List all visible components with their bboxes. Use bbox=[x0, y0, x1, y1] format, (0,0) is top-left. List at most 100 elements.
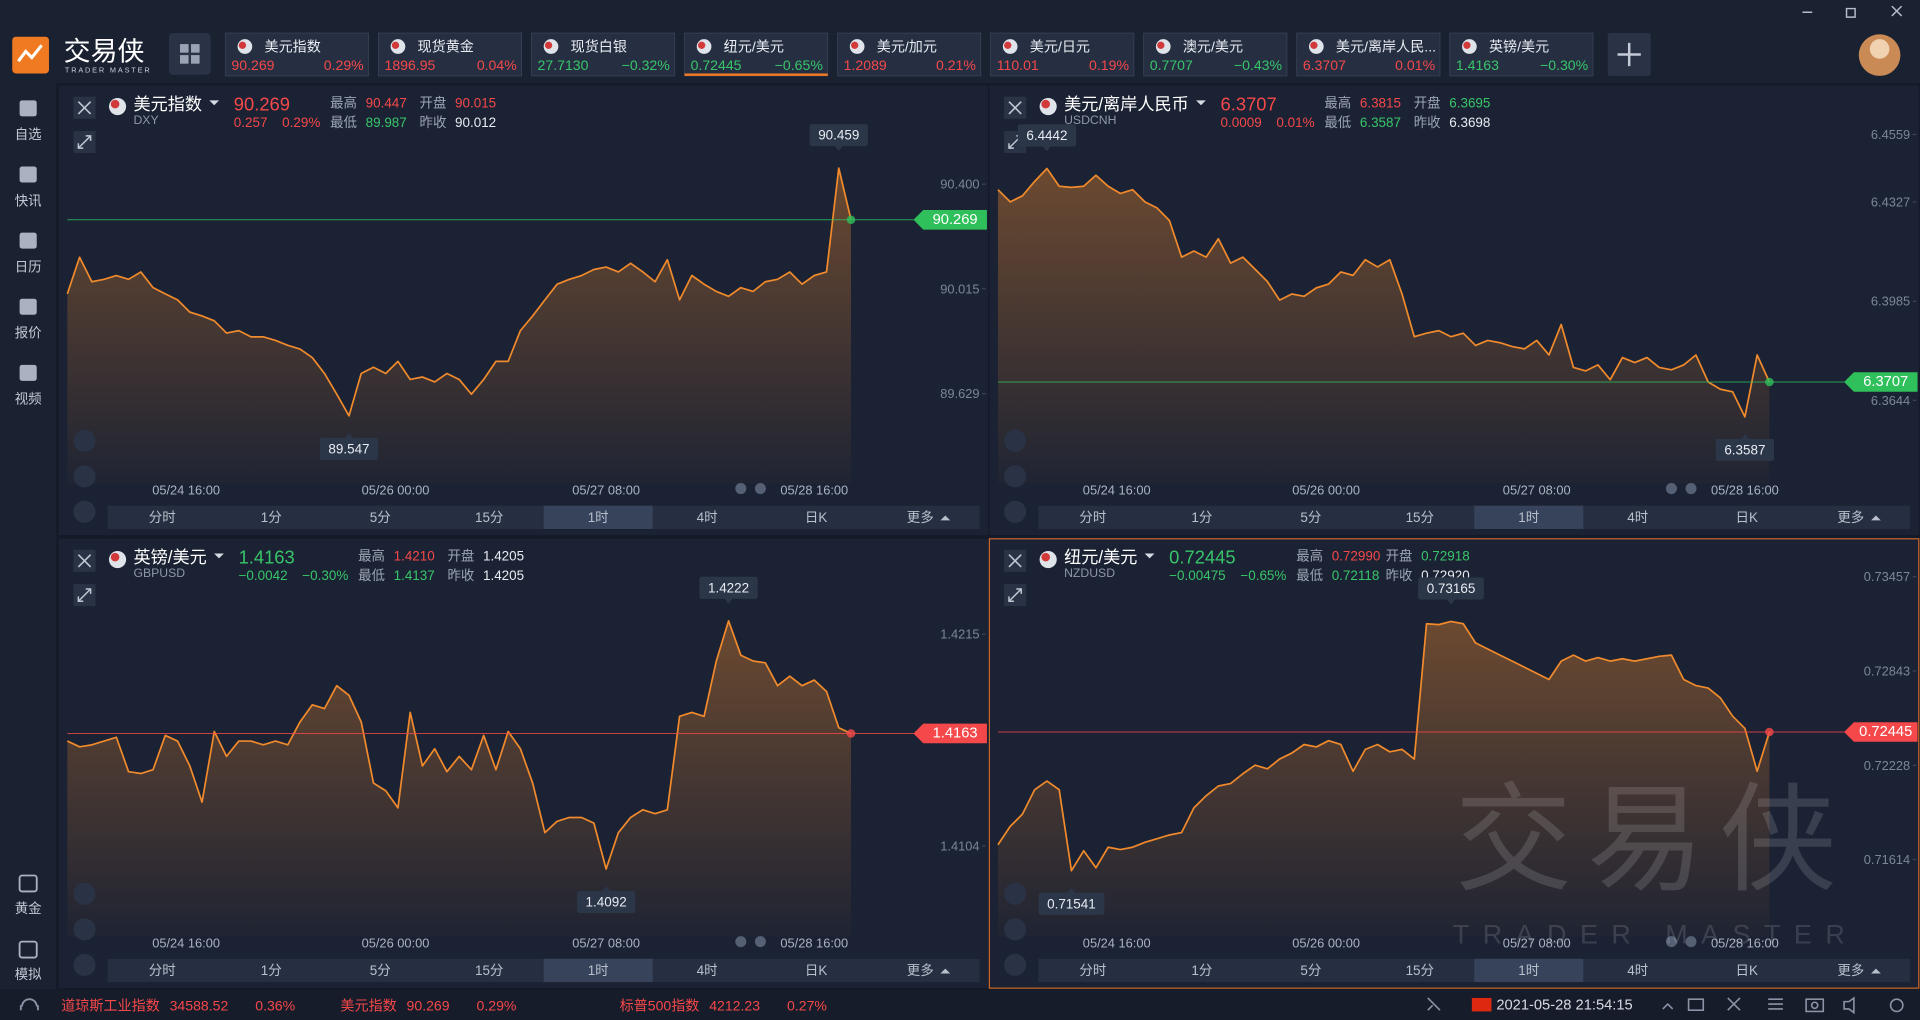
timeframe-option[interactable]: 1分 bbox=[261, 510, 282, 525]
chart-tool-button[interactable] bbox=[1004, 465, 1027, 488]
timeframe-option[interactable]: 分时 bbox=[1079, 510, 1106, 525]
pair-name[interactable]: 英镑/美元 bbox=[133, 547, 206, 567]
page-dot[interactable] bbox=[754, 483, 766, 495]
timeframe-option[interactable]: 4时 bbox=[697, 510, 718, 525]
sidebar-icon[interactable] bbox=[18, 874, 38, 893]
page-dot[interactable] bbox=[1665, 483, 1677, 495]
sidebar-label[interactable]: 视频 bbox=[15, 392, 42, 407]
timeframe-option[interactable]: 1分 bbox=[1191, 510, 1212, 525]
chart-tool-button[interactable] bbox=[1004, 429, 1027, 452]
sidebar-label[interactable]: 快讯 bbox=[15, 193, 42, 208]
pair-name[interactable]: 美元指数 bbox=[133, 94, 202, 114]
page-dot[interactable] bbox=[1685, 936, 1697, 948]
ticker-active-underline bbox=[684, 73, 828, 76]
pair-dropdown[interactable] bbox=[214, 553, 224, 559]
timeframe-option[interactable]: 分时 bbox=[149, 510, 176, 525]
ticker-card[interactable] bbox=[378, 32, 522, 77]
timeframe-option[interactable]: 更多 bbox=[1837, 962, 1864, 978]
sidebar-icon[interactable] bbox=[19, 232, 37, 249]
timeframe-option[interactable]: 日K bbox=[805, 963, 827, 978]
ticker-card[interactable] bbox=[1296, 32, 1441, 77]
sidebar-icon[interactable] bbox=[19, 100, 37, 117]
chart-tool-button[interactable] bbox=[73, 882, 96, 905]
sidebar-icon[interactable] bbox=[19, 166, 37, 183]
pair-name[interactable]: 美元/离岸人民币 bbox=[1064, 94, 1189, 114]
layout-button[interactable] bbox=[168, 33, 211, 75]
page-dot[interactable] bbox=[1665, 936, 1677, 948]
page-dot[interactable] bbox=[1685, 483, 1697, 495]
sidebar-icon[interactable] bbox=[19, 364, 37, 381]
stat-label: 最低 bbox=[1296, 568, 1323, 583]
chart-tool-button[interactable] bbox=[73, 918, 96, 941]
timeframe-option[interactable]: 5分 bbox=[1300, 510, 1321, 525]
ticker-card[interactable] bbox=[990, 32, 1135, 77]
sidebar-icon[interactable] bbox=[18, 940, 38, 959]
timeframe-option[interactable]: 5分 bbox=[370, 510, 391, 525]
ticker-change: 0.21% bbox=[936, 57, 976, 73]
timeframe-option[interactable]: 分时 bbox=[1079, 963, 1106, 978]
timeframe-option[interactable]: 1时 bbox=[1518, 510, 1539, 525]
support-icon[interactable] bbox=[19, 998, 39, 1011]
timeframe-option[interactable]: 日K bbox=[805, 510, 827, 525]
timeframe-option[interactable]: 更多 bbox=[1837, 509, 1864, 525]
timeframe-option[interactable]: 1分 bbox=[1191, 963, 1212, 978]
sidebar-label[interactable]: 模拟 bbox=[15, 967, 42, 982]
current-point-glow bbox=[846, 215, 856, 225]
timeframe-option[interactable]: 5分 bbox=[1300, 963, 1321, 978]
timeframe-option[interactable]: 15分 bbox=[475, 510, 503, 525]
chart-tool-button[interactable] bbox=[73, 500, 96, 523]
sidebar-icon[interactable] bbox=[19, 298, 37, 315]
y-tick-label: 1.4215 bbox=[940, 627, 979, 642]
marker-label: 6.3587 bbox=[1724, 442, 1765, 457]
ticker-price: 0.7707 bbox=[1150, 57, 1193, 73]
window-controls[interactable] bbox=[1802, 5, 1903, 18]
sidebar-label[interactable]: 日历 bbox=[15, 259, 42, 274]
pair-dropdown[interactable] bbox=[1196, 100, 1206, 106]
ticker-card[interactable] bbox=[684, 32, 829, 77]
x-tick-label: 05/27 08:00 bbox=[1503, 935, 1571, 950]
chart-tool-button[interactable] bbox=[73, 953, 96, 976]
avatar-face bbox=[1869, 39, 1890, 59]
timeframe-option[interactable]: 1时 bbox=[588, 510, 609, 525]
pair-dropdown[interactable] bbox=[209, 100, 220, 106]
page-dot[interactable] bbox=[754, 936, 766, 948]
page-dot[interactable] bbox=[735, 483, 747, 495]
timeframe-option[interactable]: 日K bbox=[1736, 963, 1758, 978]
status-icons[interactable] bbox=[1427, 996, 1904, 1015]
timeframe-option[interactable]: 4时 bbox=[697, 963, 718, 978]
timeframe-option[interactable]: 1时 bbox=[588, 963, 609, 978]
timeframe-option[interactable]: 15分 bbox=[1406, 510, 1434, 525]
timeframe-option[interactable]: 更多 bbox=[907, 509, 934, 525]
chart-tool-button[interactable] bbox=[1004, 918, 1027, 941]
timeframe-option[interactable]: 4时 bbox=[1627, 963, 1648, 978]
ticker-card[interactable] bbox=[531, 32, 676, 77]
timeframe-option[interactable]: 分时 bbox=[149, 963, 176, 978]
chart-tool-button[interactable] bbox=[1004, 953, 1027, 976]
ticker-card[interactable] bbox=[1449, 32, 1594, 77]
timeframe-option[interactable]: 15分 bbox=[1406, 963, 1434, 978]
timeframe-option[interactable]: 4时 bbox=[1627, 510, 1648, 525]
chart-tool-button[interactable] bbox=[73, 429, 96, 452]
pair-name[interactable]: 纽元/美元 bbox=[1064, 547, 1137, 567]
timeframe-option[interactable]: 1分 bbox=[261, 963, 282, 978]
timeframe-option[interactable]: 5分 bbox=[370, 963, 391, 978]
timeframe-option[interactable]: 更多 bbox=[907, 962, 934, 978]
page-dot[interactable] bbox=[735, 936, 747, 948]
last-price: 0.72445 bbox=[1169, 547, 1235, 568]
chart-tool-button[interactable] bbox=[73, 465, 96, 488]
timeframe-option[interactable]: 1时 bbox=[1518, 963, 1539, 978]
timeframe-option[interactable]: 15分 bbox=[475, 963, 503, 978]
timeframe-option[interactable]: 日K bbox=[1736, 510, 1758, 525]
sidebar-label[interactable]: 自选 bbox=[15, 127, 42, 142]
sidebar-label[interactable]: 黄金 bbox=[15, 901, 42, 916]
chart-tool-button[interactable] bbox=[1004, 882, 1027, 905]
sidebar-label[interactable]: 报价 bbox=[15, 326, 42, 341]
ticker-name: 纽元/美元 bbox=[724, 39, 784, 55]
chart-tool-button[interactable] bbox=[1004, 500, 1027, 523]
ticker-card[interactable] bbox=[1143, 32, 1288, 77]
ticker-card[interactable] bbox=[837, 32, 982, 77]
ticker-price: 1.2089 bbox=[844, 57, 887, 73]
pair-dropdown[interactable] bbox=[1144, 553, 1155, 559]
x-tick-label: 05/24 16:00 bbox=[152, 482, 220, 497]
ticker-card[interactable] bbox=[224, 32, 369, 77]
